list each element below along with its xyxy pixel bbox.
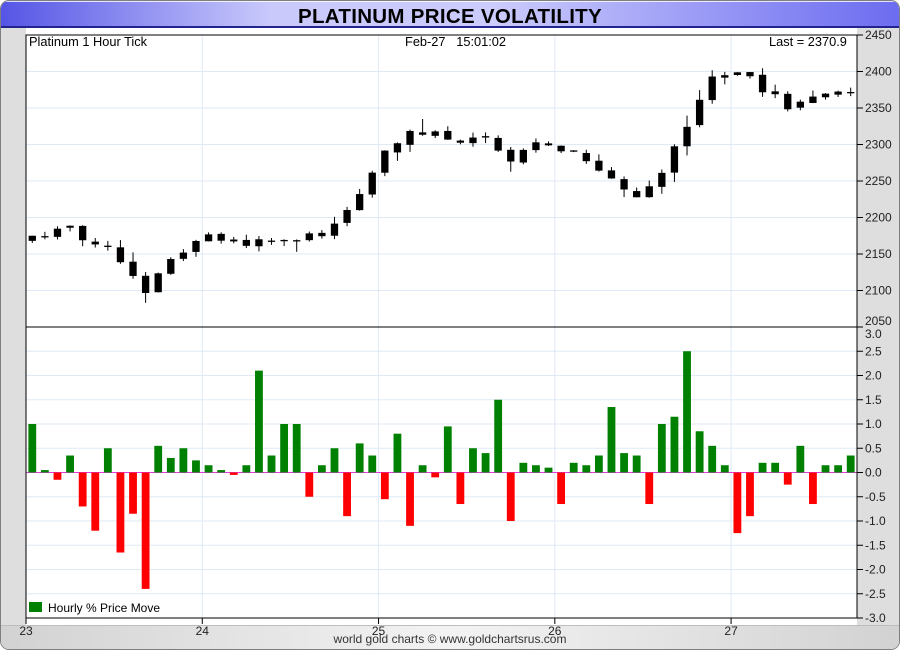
svg-text:0.0: 0.0 [865, 466, 882, 480]
svg-text:1.5: 1.5 [865, 393, 882, 407]
svg-text:2250: 2250 [865, 174, 892, 188]
svg-text:-2.0: -2.0 [865, 563, 886, 577]
svg-text:-2.5: -2.5 [865, 587, 886, 601]
svg-text:0.5: 0.5 [865, 441, 882, 455]
svg-text:-3.0: -3.0 [865, 611, 886, 625]
svg-text:-0.5: -0.5 [865, 490, 886, 504]
svg-text:2050: 2050 [865, 314, 892, 328]
svg-text:2400: 2400 [865, 65, 892, 79]
svg-text:23: 23 [19, 624, 33, 638]
svg-text:24: 24 [196, 624, 210, 638]
svg-text:1.0: 1.0 [865, 417, 882, 431]
svg-text:3.0: 3.0 [865, 327, 882, 341]
svg-text:2300: 2300 [865, 138, 892, 152]
svg-text:2450: 2450 [865, 28, 892, 42]
svg-text:27: 27 [724, 624, 738, 638]
svg-text:2100: 2100 [865, 284, 892, 298]
svg-text:2350: 2350 [865, 101, 892, 115]
svg-text:26: 26 [548, 624, 562, 638]
svg-text:2200: 2200 [865, 211, 892, 225]
svg-text:2.5: 2.5 [865, 344, 882, 358]
svg-text:-1.5: -1.5 [865, 538, 886, 552]
svg-text:2150: 2150 [865, 247, 892, 261]
svg-text:2.0: 2.0 [865, 369, 882, 383]
svg-text:25: 25 [372, 624, 386, 638]
svg-text:-1.0: -1.0 [865, 514, 886, 528]
